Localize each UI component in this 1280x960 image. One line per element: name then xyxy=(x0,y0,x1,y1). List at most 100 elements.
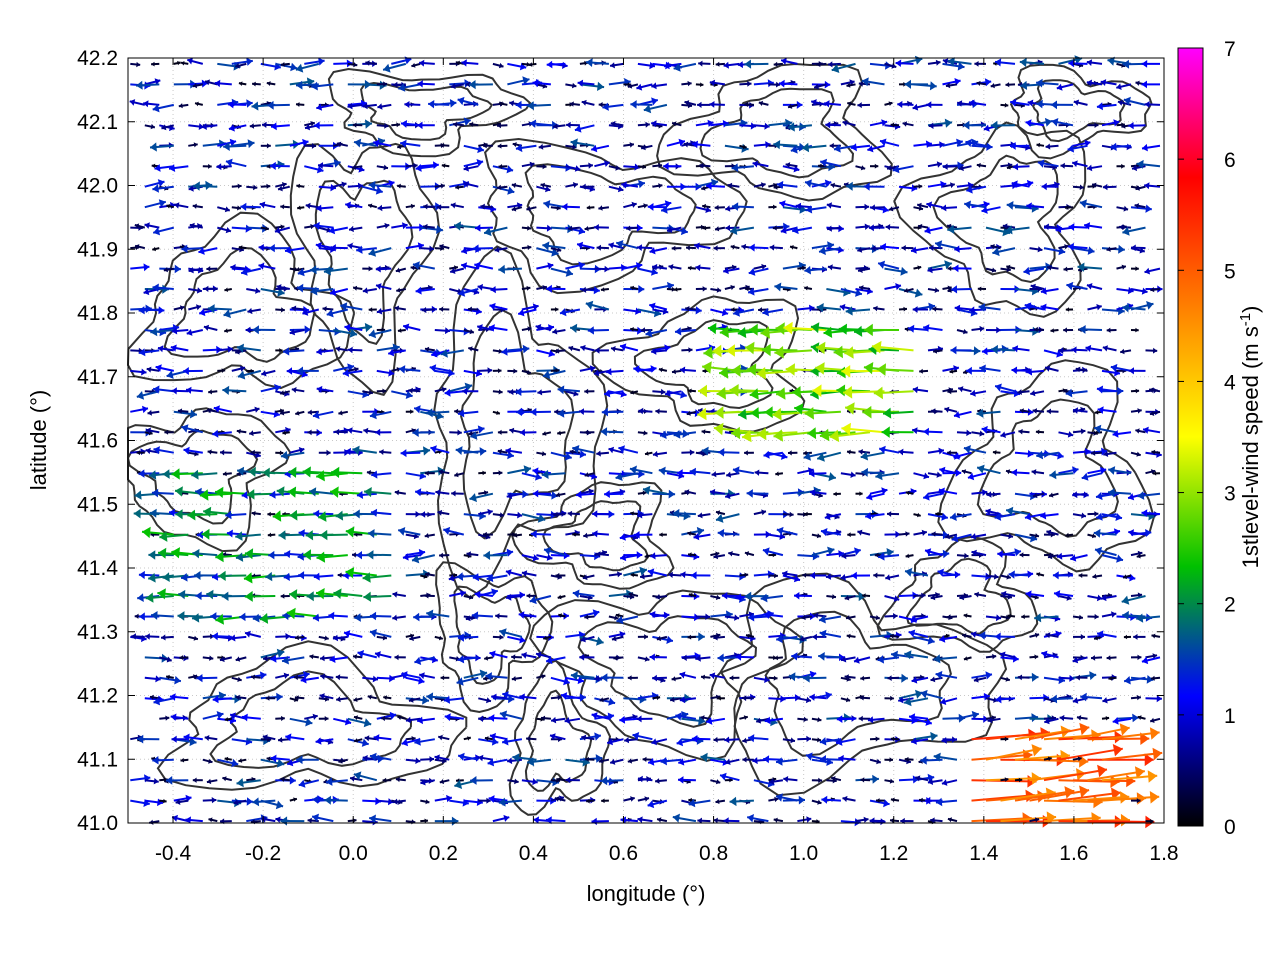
wind-vector xyxy=(234,62,247,69)
wind-vector-head xyxy=(266,143,271,149)
wind-vector xyxy=(164,429,174,435)
wind-vector xyxy=(179,655,189,660)
wind-vector-head xyxy=(188,185,194,192)
wind-vector-head xyxy=(266,164,271,169)
wind-vector xyxy=(275,182,287,188)
wind-vector xyxy=(224,717,232,722)
wind-vector-head xyxy=(289,776,296,785)
wind-vector xyxy=(222,385,247,395)
wind-vector xyxy=(169,693,189,701)
wind-vector-head xyxy=(157,588,166,600)
wind-vector xyxy=(202,163,212,169)
wind-vector xyxy=(228,124,247,132)
wind-vector-head xyxy=(270,654,277,663)
wind-vector xyxy=(152,385,174,394)
wind-vector-head xyxy=(189,222,195,229)
wind-vector xyxy=(146,366,160,373)
wind-vector-head xyxy=(266,81,271,86)
wind-vector-head xyxy=(170,713,177,721)
wind-vector xyxy=(151,61,160,67)
wind-vector xyxy=(207,304,232,314)
wind-vector xyxy=(188,304,202,311)
wind-vector-head xyxy=(263,655,268,662)
wind-vector xyxy=(131,633,145,640)
wind-vector xyxy=(130,263,150,272)
wind-vector-head xyxy=(137,593,144,602)
wind-vector xyxy=(183,733,203,742)
wind-vector-head xyxy=(146,427,151,434)
wind-vector-head xyxy=(134,223,140,229)
wind-vector xyxy=(159,531,189,542)
wind-vector xyxy=(214,486,247,498)
wind-vector xyxy=(227,100,247,109)
wind-vector xyxy=(252,325,276,335)
wind-vector-head xyxy=(290,62,298,72)
wind-vector xyxy=(233,799,247,806)
wind-vector-head xyxy=(141,368,147,376)
wind-vector-head xyxy=(245,326,251,334)
wind-vector xyxy=(180,757,189,763)
wind-vector-head xyxy=(192,674,197,680)
wind-vector xyxy=(244,590,276,602)
wind-vector-head xyxy=(207,407,212,414)
wind-vector-layer xyxy=(129,55,1163,829)
wind-vector-head xyxy=(235,349,240,355)
wind-vector xyxy=(260,143,271,149)
wind-vector-head xyxy=(251,449,255,455)
terrain-contour xyxy=(1031,79,1126,143)
wind-vector-head xyxy=(280,776,285,782)
wind-vector xyxy=(229,634,247,642)
wind-vector-head xyxy=(199,308,206,317)
wind-vector-head xyxy=(153,385,160,394)
wind-vector-head xyxy=(145,447,151,455)
wind-vector xyxy=(250,449,261,455)
wind-vector-head xyxy=(138,469,145,478)
wind-vector xyxy=(202,758,213,764)
wind-vector-head xyxy=(171,468,180,480)
wind-vector xyxy=(277,737,290,743)
wind-vector-head xyxy=(213,405,220,413)
wind-vector xyxy=(159,675,182,685)
wind-vector xyxy=(235,531,261,541)
wind-vector xyxy=(275,348,283,353)
wind-vector-head xyxy=(277,287,285,297)
wind-vector-head xyxy=(241,491,248,499)
wind-vector xyxy=(145,633,160,640)
wind-vector xyxy=(231,183,242,189)
wind-vector-head xyxy=(152,246,156,252)
wind-vector xyxy=(180,61,189,66)
wind-vector xyxy=(194,570,218,580)
wind-vector-head xyxy=(153,227,161,236)
wind-vector-head xyxy=(293,797,297,802)
wind-vector xyxy=(194,101,204,107)
wind-vector xyxy=(244,630,262,638)
wind-vector xyxy=(129,99,146,106)
wind-vector xyxy=(161,124,175,131)
wind-vector-head xyxy=(285,633,291,640)
wind-vector xyxy=(148,572,174,583)
wind-vector-head xyxy=(216,711,224,720)
wind-vector xyxy=(275,672,290,679)
wind-vector xyxy=(201,528,232,540)
wind-vector-head xyxy=(166,204,171,209)
wind-vector xyxy=(153,697,175,706)
wind-vector xyxy=(188,287,203,294)
wind-vector-head xyxy=(145,633,150,640)
wind-vector xyxy=(246,368,254,374)
wind-vector-head xyxy=(274,384,281,392)
wind-vector-head xyxy=(193,142,198,148)
wind-vector-head xyxy=(215,613,224,625)
wind-vector xyxy=(240,202,261,211)
wind-vector xyxy=(175,798,189,805)
wind-vector xyxy=(198,247,218,255)
wind-vector xyxy=(267,511,276,517)
wind-vector xyxy=(231,57,253,66)
wind-vector-head xyxy=(266,183,271,189)
wind-vector-head xyxy=(146,366,152,373)
wind-vector-head xyxy=(278,737,283,743)
terrain-contour xyxy=(163,246,316,363)
wind-vector-head xyxy=(235,694,240,701)
wind-vector-head xyxy=(166,674,170,680)
wind-vector xyxy=(249,123,261,129)
